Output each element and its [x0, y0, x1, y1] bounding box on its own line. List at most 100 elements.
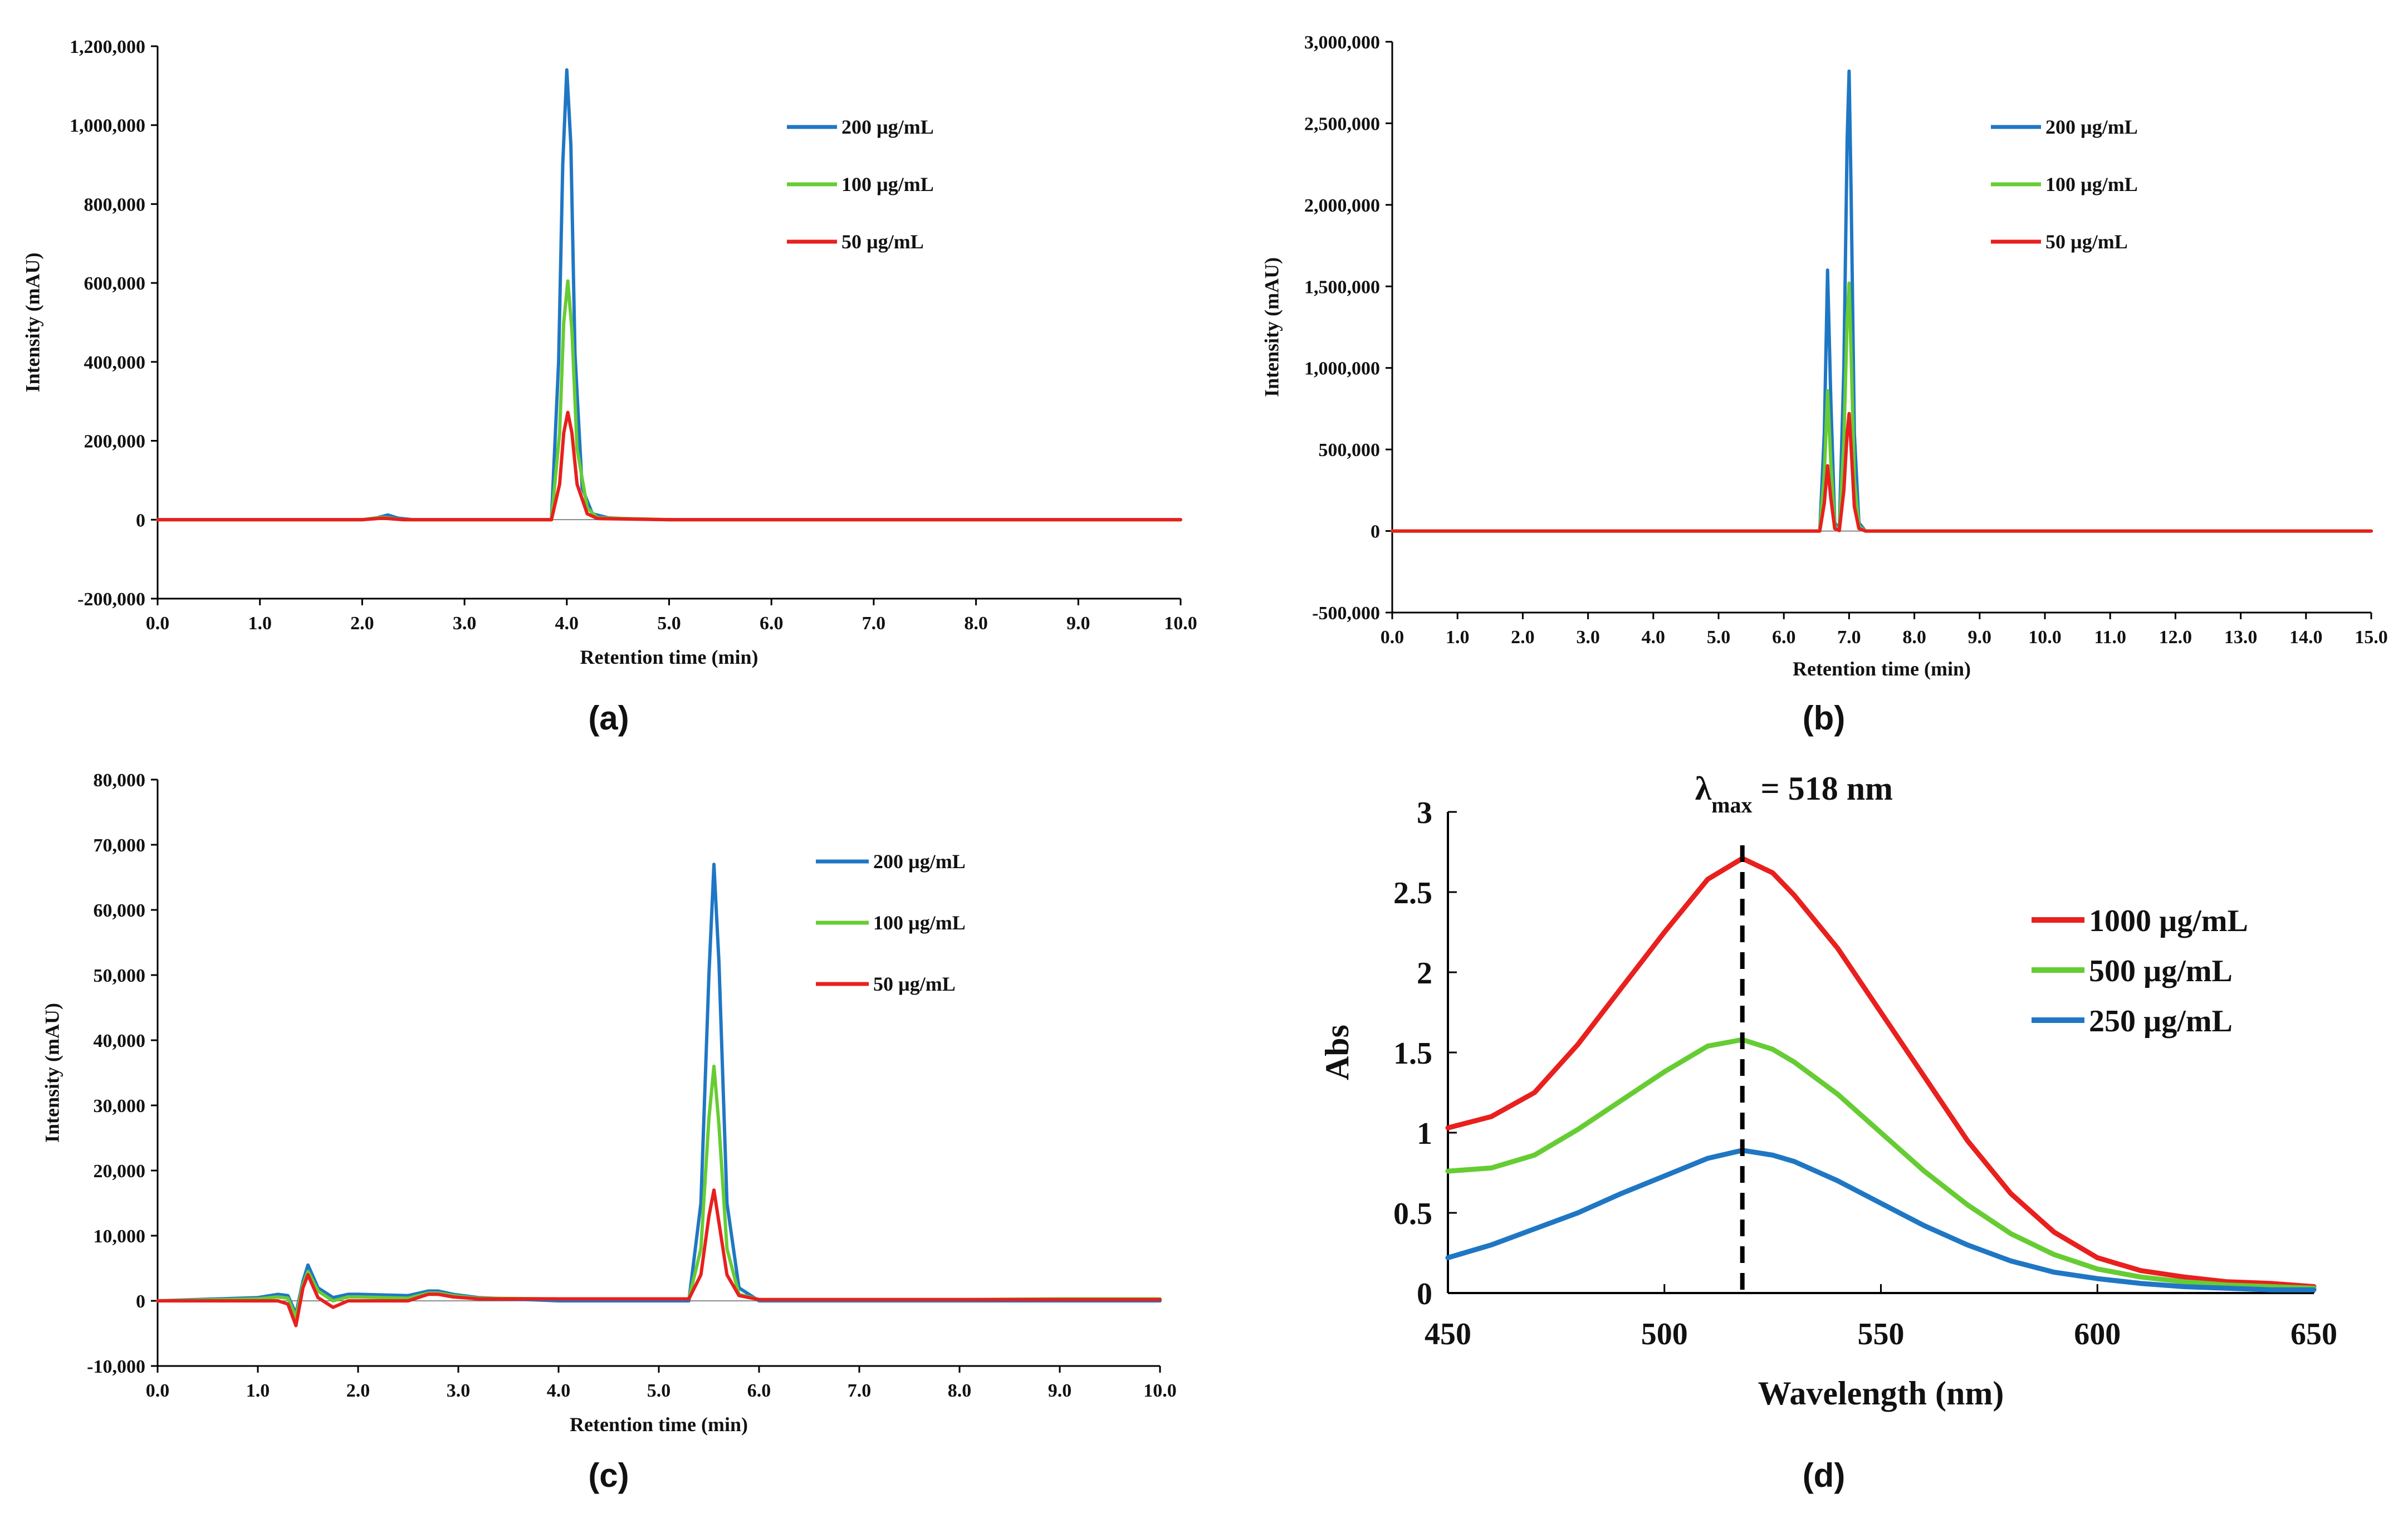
x-tick-label: 15.0 [2355, 627, 2388, 648]
series-line-1 [156, 1064, 1162, 1319]
series-line-2 [1391, 412, 2373, 533]
y-tick-label: 0.5 [1393, 1197, 1432, 1231]
lambda-subscript: max [1711, 792, 1752, 817]
x-tick-label: 10.0 [1164, 613, 1197, 634]
series-line-0 [156, 863, 1162, 1316]
x-tick-label: 2.0 [350, 613, 374, 634]
x-tick-label: 9.0 [1968, 627, 1992, 648]
x-tick-label: 4.0 [1642, 627, 1666, 648]
x-tick-label: 5.0 [1707, 627, 1731, 648]
panel-c: -10,000 0 10,000 20,000 30,000 40,000 50,000 60… [41, 770, 1176, 1494]
legend-entry: 200 µg/mL [2045, 116, 2138, 138]
x-tick-label: 450 [1425, 1317, 1471, 1352]
y-tick-label: 1,200,000 [70, 37, 145, 57]
y-tick-label: 70,000 [94, 835, 146, 856]
x-tick-label: 5.0 [647, 1380, 671, 1401]
legend-entry: 50 µg/mL [2045, 231, 2128, 253]
legend-entry: 200 µg/mL [841, 116, 934, 138]
x-tick-label: 3.0 [1576, 627, 1600, 648]
y-tick-label: 1,000,000 [70, 116, 145, 136]
series-line-2 [156, 1188, 1162, 1328]
x-tick-label: 1.0 [246, 1380, 270, 1401]
x-tick-label: 6.0 [1772, 627, 1796, 648]
y-tick-label: 2 [1417, 956, 1432, 991]
legend-entry: 1000 µg/mL [2089, 904, 2248, 938]
x-tick-label: 1.0 [1446, 627, 1470, 648]
y-tick-label: 3 [1417, 796, 1432, 830]
y-tick-label: 80,000 [94, 770, 146, 791]
y-tick-label: 10,000 [94, 1226, 146, 1247]
x-tick-label: 8.0 [964, 613, 988, 634]
y-axis-label: Intensity (mAU) [21, 253, 43, 393]
y-tick-label: 500,000 [1319, 440, 1381, 461]
panel-a: -200,000 0 200,000 400,000 600,000 800,000 1,0… [21, 37, 1197, 737]
x-tick-label: 8.0 [948, 1380, 972, 1401]
series-line-0 [1391, 69, 2373, 533]
series-line-1 [1391, 281, 2373, 533]
x-tick-label: 9.0 [1048, 1380, 1072, 1401]
x-tick-label: 4.0 [555, 613, 579, 634]
y-tick-label: 2.5 [1393, 876, 1432, 910]
y-tick-label: 3,000,000 [1304, 32, 1380, 53]
series-line-2 [156, 410, 1182, 522]
y-tick-label: 1,500,000 [1304, 277, 1380, 297]
y-tick-label: 200,000 [84, 432, 146, 452]
x-tick-label: 2.0 [1511, 627, 1535, 648]
series-line-2 [1445, 1148, 2317, 1292]
y-axis-label: Intensity (mAU) [41, 1003, 63, 1143]
y-tick-label: 0 [136, 510, 145, 531]
legend-entry: 250 µg/mL [2089, 1004, 2233, 1039]
x-tick-label: 0.0 [1381, 627, 1404, 648]
y-tick-label: 1 [1417, 1117, 1432, 1151]
legend-entry: 500 µg/mL [2089, 954, 2233, 988]
x-tick-label: 2.0 [346, 1380, 370, 1401]
x-tick-label: 6.0 [760, 613, 784, 634]
y-axis-label: Abs [1319, 1025, 1355, 1080]
y-axis-label: Intensity (mAU) [1260, 257, 1283, 397]
y-tick-label: 50,000 [94, 966, 146, 986]
x-tick-label: 13.0 [2224, 627, 2258, 648]
x-axis-label: Retention time (min) [580, 646, 758, 668]
x-tick-label: 650 [2290, 1317, 2337, 1352]
lambda-max-annotation: λmax = 518 nm [1695, 770, 1893, 817]
x-axis-label: Retention time (min) [1793, 658, 1971, 680]
series-line-1 [156, 279, 1182, 522]
x-axis-label: Retention time (min) [570, 1413, 748, 1436]
y-tick-label: 1.5 [1393, 1036, 1432, 1071]
y-tick-label: -10,000 [87, 1357, 145, 1377]
x-tick-label: 6.0 [747, 1380, 771, 1401]
legend-entry: 100 µg/mL [841, 173, 934, 195]
x-axis-label: Wavelength (nm) [1758, 1375, 2004, 1412]
x-tick-label: 550 [1858, 1317, 1905, 1352]
lambda-value: = 518 nm [1753, 770, 1893, 807]
x-tick-label: 10.0 [2028, 627, 2062, 648]
lambda-symbol: λ [1695, 770, 1712, 807]
panel-label: (c) [588, 1457, 629, 1494]
panel-label: (b) [1803, 699, 1846, 737]
x-tick-label: 8.0 [1902, 627, 1926, 648]
x-tick-label: 3.0 [453, 613, 477, 634]
y-tick-label: 2,000,000 [1304, 195, 1380, 216]
x-tick-label: 9.0 [1066, 613, 1090, 634]
x-tick-label: 10.0 [1143, 1380, 1177, 1401]
legend-entry: 50 µg/mL [873, 973, 956, 995]
x-tick-label: 14.0 [2289, 627, 2323, 648]
panel-label: (d) [1803, 1457, 1846, 1494]
y-tick-label: 30,000 [94, 1096, 146, 1117]
x-tick-label: 7.0 [862, 613, 886, 634]
panel-d: 0 0.5 1 1.5 2 2.5 3 450 500 550 600 650 Wavelength (… [1319, 770, 2337, 1494]
series-line-0 [156, 68, 1182, 522]
y-tick-label: 20,000 [94, 1161, 146, 1182]
x-tick-label: 1.0 [248, 613, 272, 634]
legend-entry: 100 µg/mL [873, 912, 966, 934]
legend-entry: 100 µg/mL [2045, 173, 2138, 195]
y-tick-label: 0 [1371, 522, 1380, 542]
x-tick-label: 11.0 [2094, 627, 2126, 648]
legend-entry: 200 µg/mL [873, 850, 966, 873]
y-tick-label: 600,000 [84, 273, 146, 294]
x-tick-label: 500 [1641, 1317, 1688, 1352]
x-tick-label: 5.0 [657, 613, 681, 634]
series-line-1 [1445, 1037, 2317, 1291]
legend-entry: 50 µg/mL [841, 231, 924, 253]
